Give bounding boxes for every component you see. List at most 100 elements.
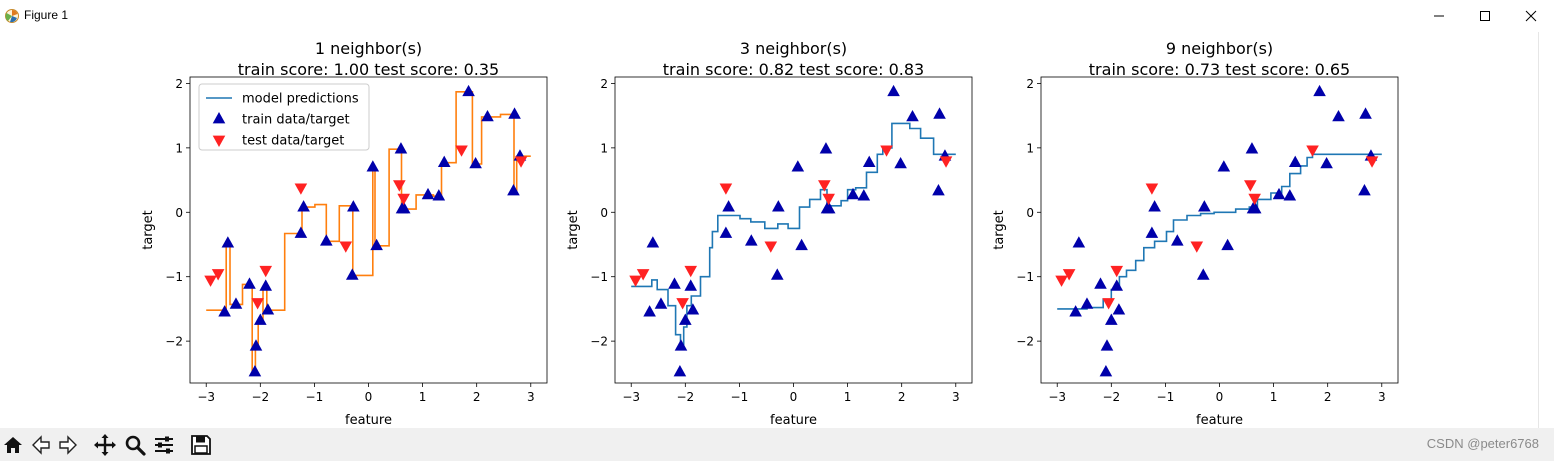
window-title: Figure 1 xyxy=(24,8,69,22)
test-point xyxy=(1110,265,1124,278)
legend-test-swatch xyxy=(212,135,226,147)
subplot-title-line: train score: 0.82 test score: 0.83 xyxy=(663,60,924,79)
figure-canvas[interactable]: 1 neighbor(s) train score: 1.00 test scor… xyxy=(0,32,1538,428)
train-point xyxy=(1198,200,1211,212)
test-point xyxy=(259,265,273,278)
y-tick-label: 1 xyxy=(600,141,608,155)
train-point xyxy=(679,313,692,325)
train-point xyxy=(1272,187,1286,200)
train-point xyxy=(1245,142,1259,154)
y-tick-label: −1 xyxy=(590,270,608,284)
train-point xyxy=(722,200,735,212)
home-icon xyxy=(4,437,22,453)
train-point xyxy=(1094,277,1107,289)
test-point xyxy=(818,180,831,192)
train-point xyxy=(320,234,333,246)
legend-entry: train data/target xyxy=(242,113,350,128)
train-point xyxy=(1221,238,1234,251)
pan-button[interactable] xyxy=(92,432,118,458)
train-point xyxy=(507,184,520,196)
x-tick-label: 0 xyxy=(365,390,373,404)
train-point xyxy=(686,303,700,315)
train-point xyxy=(229,297,243,309)
train-point xyxy=(1359,107,1372,119)
x-tick-label: 3 xyxy=(952,390,960,404)
y-tick-label: 0 xyxy=(175,206,183,220)
x-tick-label: −2 xyxy=(1102,390,1120,404)
train-point xyxy=(218,305,231,317)
train-point xyxy=(366,160,380,172)
train-point xyxy=(887,84,900,97)
x-tick-label: −3 xyxy=(1048,390,1066,404)
train-point xyxy=(1217,160,1231,172)
train-point xyxy=(684,279,698,291)
close-button[interactable] xyxy=(1508,0,1554,32)
x-tick-label: −1 xyxy=(306,390,324,404)
train-point xyxy=(822,202,836,214)
minimize-icon xyxy=(1434,15,1444,17)
back-button[interactable] xyxy=(28,432,54,458)
train-point xyxy=(294,226,308,238)
y-tick-label: 2 xyxy=(1026,77,1034,91)
test-point xyxy=(455,145,468,157)
configure-subplots-button[interactable] xyxy=(151,432,177,458)
zoom-button[interactable] xyxy=(122,432,148,458)
close-icon xyxy=(1525,10,1537,22)
subplot-3: 9 neighbor(s) train score: 0.73 test scor… xyxy=(992,39,1399,428)
x-tick-label: −3 xyxy=(197,390,215,404)
train-point xyxy=(248,365,262,377)
save-button[interactable] xyxy=(188,432,214,458)
train-point xyxy=(1332,109,1345,122)
train-point xyxy=(481,109,494,122)
train-point xyxy=(933,107,946,119)
save-icon xyxy=(191,435,211,455)
train-point xyxy=(1072,236,1086,248)
train-point xyxy=(243,277,256,289)
train-point xyxy=(421,187,435,200)
train-point xyxy=(261,303,275,315)
train-point xyxy=(249,339,263,351)
train-point xyxy=(370,238,383,251)
train-point xyxy=(1100,339,1114,351)
test-point xyxy=(880,145,893,157)
watermark-text: CSDN @peter6768 xyxy=(1426,436,1539,451)
train-point xyxy=(745,234,758,246)
y-tick-label: 2 xyxy=(175,77,183,91)
train-point xyxy=(394,142,408,154)
train-point xyxy=(857,189,871,201)
train-point xyxy=(1069,305,1082,317)
train-point xyxy=(508,107,521,119)
train-point xyxy=(846,187,860,200)
legend-box xyxy=(198,83,370,151)
test-point xyxy=(1062,269,1076,281)
minimize-button[interactable] xyxy=(1416,0,1462,32)
train-point xyxy=(1283,189,1297,201)
forward-button[interactable] xyxy=(55,432,81,458)
train-point xyxy=(906,109,919,122)
subplot-1: 1 neighbor(s) train score: 1.00 test scor… xyxy=(141,39,548,428)
x-tick-label: 3 xyxy=(1378,390,1386,404)
y-tick-label: −2 xyxy=(1016,335,1034,349)
test-point xyxy=(939,156,953,168)
x-tick-label: 1 xyxy=(844,390,852,404)
train-point xyxy=(772,200,785,212)
train-point xyxy=(1313,84,1326,97)
test-point xyxy=(251,298,264,310)
y-tick-label: −2 xyxy=(590,335,608,349)
train-point xyxy=(1145,226,1159,238)
test-point xyxy=(1055,275,1068,287)
x-axis-label: feature xyxy=(770,413,817,428)
x-tick-label: 2 xyxy=(1324,390,1332,404)
home-button[interactable] xyxy=(0,432,26,458)
train-point xyxy=(643,305,656,317)
train-point xyxy=(1080,297,1094,309)
axes-frame xyxy=(614,76,973,384)
x-tick-label: −1 xyxy=(1157,390,1175,404)
maximize-button[interactable] xyxy=(1462,0,1508,32)
test-point xyxy=(339,241,353,253)
vertical-scrollbar[interactable] xyxy=(1538,32,1554,428)
train-point xyxy=(1171,234,1184,246)
train-point xyxy=(347,200,360,212)
train-point xyxy=(462,84,475,97)
train-point xyxy=(862,155,876,168)
